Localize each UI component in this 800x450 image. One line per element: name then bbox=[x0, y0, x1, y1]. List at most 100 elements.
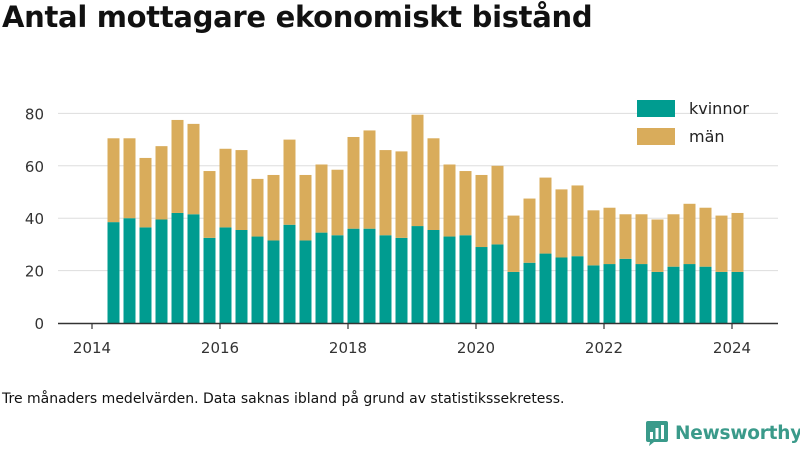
y-tick-label: 60 bbox=[25, 158, 44, 176]
bar-man bbox=[651, 219, 664, 272]
bar-kvinnor bbox=[715, 271, 728, 323]
bar-man bbox=[267, 174, 280, 241]
bar-kvinnor bbox=[507, 271, 520, 323]
legend-label-kvinnor: kvinnor bbox=[689, 99, 749, 118]
bar-man bbox=[619, 214, 632, 259]
bar-man bbox=[219, 148, 232, 228]
bar-kvinnor bbox=[475, 247, 488, 323]
bar-kvinnor bbox=[299, 240, 312, 323]
bar-man bbox=[507, 215, 520, 272]
bar-kvinnor bbox=[427, 229, 440, 323]
bar-man bbox=[539, 177, 552, 254]
y-tick-label: 80 bbox=[25, 105, 44, 123]
bar-man bbox=[171, 119, 184, 213]
bar-man bbox=[443, 164, 456, 237]
bar-man bbox=[491, 165, 504, 245]
bar-man bbox=[315, 164, 328, 233]
bar-man bbox=[155, 146, 168, 220]
bar-man bbox=[123, 138, 136, 219]
x-tick-label: 2020 bbox=[457, 339, 495, 357]
newsworthy-logo-icon bbox=[646, 421, 668, 446]
bar-kvinnor bbox=[571, 256, 584, 323]
bar-man bbox=[427, 138, 440, 230]
bar-kvinnor bbox=[315, 232, 328, 323]
newsworthy-logo: Newsworthy bbox=[645, 420, 800, 446]
bar-kvinnor bbox=[267, 240, 280, 323]
bar-kvinnor bbox=[123, 218, 136, 323]
bar-man bbox=[283, 139, 296, 225]
bar-kvinnor bbox=[187, 214, 200, 323]
bar-kvinnor bbox=[379, 235, 392, 323]
bar-kvinnor bbox=[635, 264, 648, 323]
bar-man bbox=[235, 150, 248, 230]
x-tick-label: 2024 bbox=[713, 339, 751, 357]
bar-kvinnor bbox=[555, 257, 568, 323]
bar-kvinnor bbox=[667, 266, 680, 323]
bar-man bbox=[299, 174, 312, 241]
bar-kvinnor bbox=[411, 226, 424, 323]
bar-man bbox=[731, 212, 744, 272]
bar-kvinnor bbox=[107, 222, 120, 323]
bar-kvinnor bbox=[603, 264, 616, 323]
bar-man bbox=[363, 130, 376, 229]
bar-man bbox=[203, 171, 216, 238]
y-tick-label: 20 bbox=[25, 263, 44, 281]
bar-man bbox=[603, 207, 616, 265]
bar-man bbox=[395, 151, 408, 238]
bar-kvinnor bbox=[219, 227, 232, 323]
axes: 0 20 40 60 80 2014 2016 2018 2020 2022 2024 bbox=[25, 105, 778, 357]
bar-kvinnor bbox=[523, 262, 536, 323]
chart-title: Antal mottagare ekonomiskt bistånd bbox=[2, 0, 593, 34]
bar-man bbox=[459, 171, 472, 236]
bar-man bbox=[667, 214, 680, 267]
bar-kvinnor bbox=[443, 236, 456, 323]
bar-man bbox=[555, 189, 568, 258]
x-tick-label: 2018 bbox=[329, 339, 367, 357]
bar-kvinnor bbox=[651, 271, 664, 323]
footnote: Tre månaders medelvärden. Data saknas ib… bbox=[2, 391, 565, 407]
bar-kvinnor bbox=[395, 237, 408, 323]
bar-kvinnor bbox=[459, 235, 472, 323]
bar-kvinnor bbox=[491, 244, 504, 323]
bar-kvinnor bbox=[683, 264, 696, 323]
y-tick-label: 0 bbox=[34, 315, 44, 333]
bar-kvinnor bbox=[731, 271, 744, 323]
bar-kvinnor bbox=[139, 227, 152, 323]
x-tick-label: 2022 bbox=[585, 339, 623, 357]
x-tick-label: 2014 bbox=[73, 339, 111, 357]
legend-swatch-man bbox=[637, 128, 675, 145]
bar-kvinnor bbox=[331, 235, 344, 323]
bar-kvinnor bbox=[539, 253, 552, 323]
bars bbox=[107, 114, 744, 323]
bar-kvinnor bbox=[235, 229, 248, 323]
bar-man bbox=[187, 123, 200, 215]
legend: kvinnor män bbox=[637, 99, 749, 146]
bar-man bbox=[683, 203, 696, 265]
bar-man bbox=[411, 114, 424, 227]
y-tick-label: 40 bbox=[25, 210, 44, 228]
bar-man bbox=[699, 207, 712, 267]
legend-label-man: män bbox=[689, 127, 725, 146]
bar-kvinnor bbox=[347, 228, 360, 323]
bar-man bbox=[715, 215, 728, 272]
bar-kvinnor bbox=[619, 258, 632, 323]
bar-man bbox=[475, 174, 488, 248]
bar-kvinnor bbox=[699, 266, 712, 323]
bar-man bbox=[379, 150, 392, 236]
bar-man bbox=[331, 169, 344, 236]
bar-kvinnor bbox=[283, 224, 296, 323]
bar-man bbox=[523, 198, 536, 263]
bar-man bbox=[139, 157, 152, 228]
bar-man bbox=[251, 178, 264, 237]
x-tick-label: 2016 bbox=[201, 339, 239, 357]
bar-man bbox=[635, 214, 648, 265]
bar-kvinnor bbox=[155, 219, 168, 323]
bar-kvinnor bbox=[171, 212, 184, 323]
legend-swatch-kvinnor bbox=[637, 100, 675, 117]
bar-kvinnor bbox=[363, 228, 376, 323]
bar-man bbox=[107, 138, 120, 223]
bar-kvinnor bbox=[203, 237, 216, 323]
bar-man bbox=[347, 136, 360, 229]
bar-man bbox=[571, 185, 584, 257]
